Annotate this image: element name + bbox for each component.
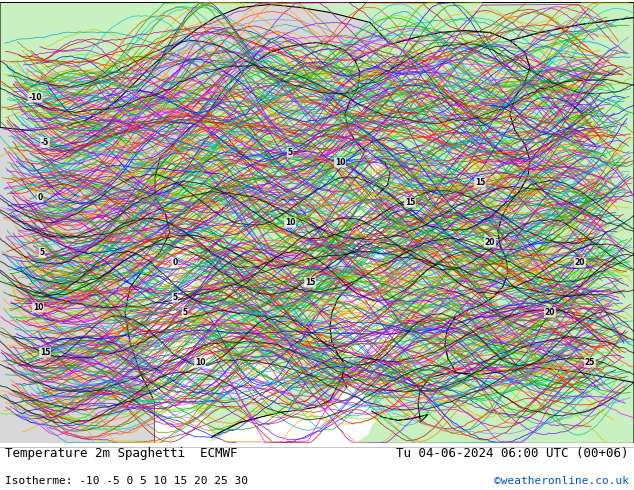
Text: 20: 20: [575, 258, 585, 267]
Text: 0: 0: [37, 193, 42, 202]
Text: 15: 15: [40, 348, 50, 357]
Text: 10: 10: [335, 158, 346, 167]
Text: -5: -5: [41, 138, 49, 147]
Text: Tu 04-06-2024 06:00 UTC (00+06): Tu 04-06-2024 06:00 UTC (00+06): [396, 446, 629, 460]
Text: 20: 20: [485, 238, 495, 247]
Text: 10: 10: [195, 358, 205, 367]
Polygon shape: [330, 30, 530, 420]
Text: Temperature 2m Spaghetti  ECMWF: Temperature 2m Spaghetti ECMWF: [5, 446, 238, 460]
Text: Isotherme: -10 -5 0 5 10 15 20 25 30: Isotherme: -10 -5 0 5 10 15 20 25 30: [5, 476, 248, 486]
Text: 25: 25: [585, 358, 595, 367]
Text: 5: 5: [183, 308, 188, 317]
Text: 15: 15: [405, 198, 415, 207]
Text: ©weatheronline.co.uk: ©weatheronline.co.uk: [494, 476, 629, 486]
Text: 20: 20: [545, 308, 555, 317]
Text: -10: -10: [28, 93, 42, 102]
Text: 15: 15: [305, 278, 315, 287]
Text: 5: 5: [172, 293, 178, 302]
Polygon shape: [0, 2, 634, 130]
Polygon shape: [420, 18, 634, 443]
Polygon shape: [0, 243, 218, 443]
Polygon shape: [208, 141, 400, 443]
Text: 15: 15: [475, 178, 485, 187]
Text: 5: 5: [39, 248, 44, 257]
Text: 10: 10: [33, 303, 43, 312]
Text: 0: 0: [172, 258, 178, 267]
Text: 5: 5: [287, 148, 292, 157]
Polygon shape: [125, 43, 390, 443]
Text: 10: 10: [285, 218, 295, 227]
Polygon shape: [210, 361, 292, 402]
Polygon shape: [155, 368, 634, 443]
